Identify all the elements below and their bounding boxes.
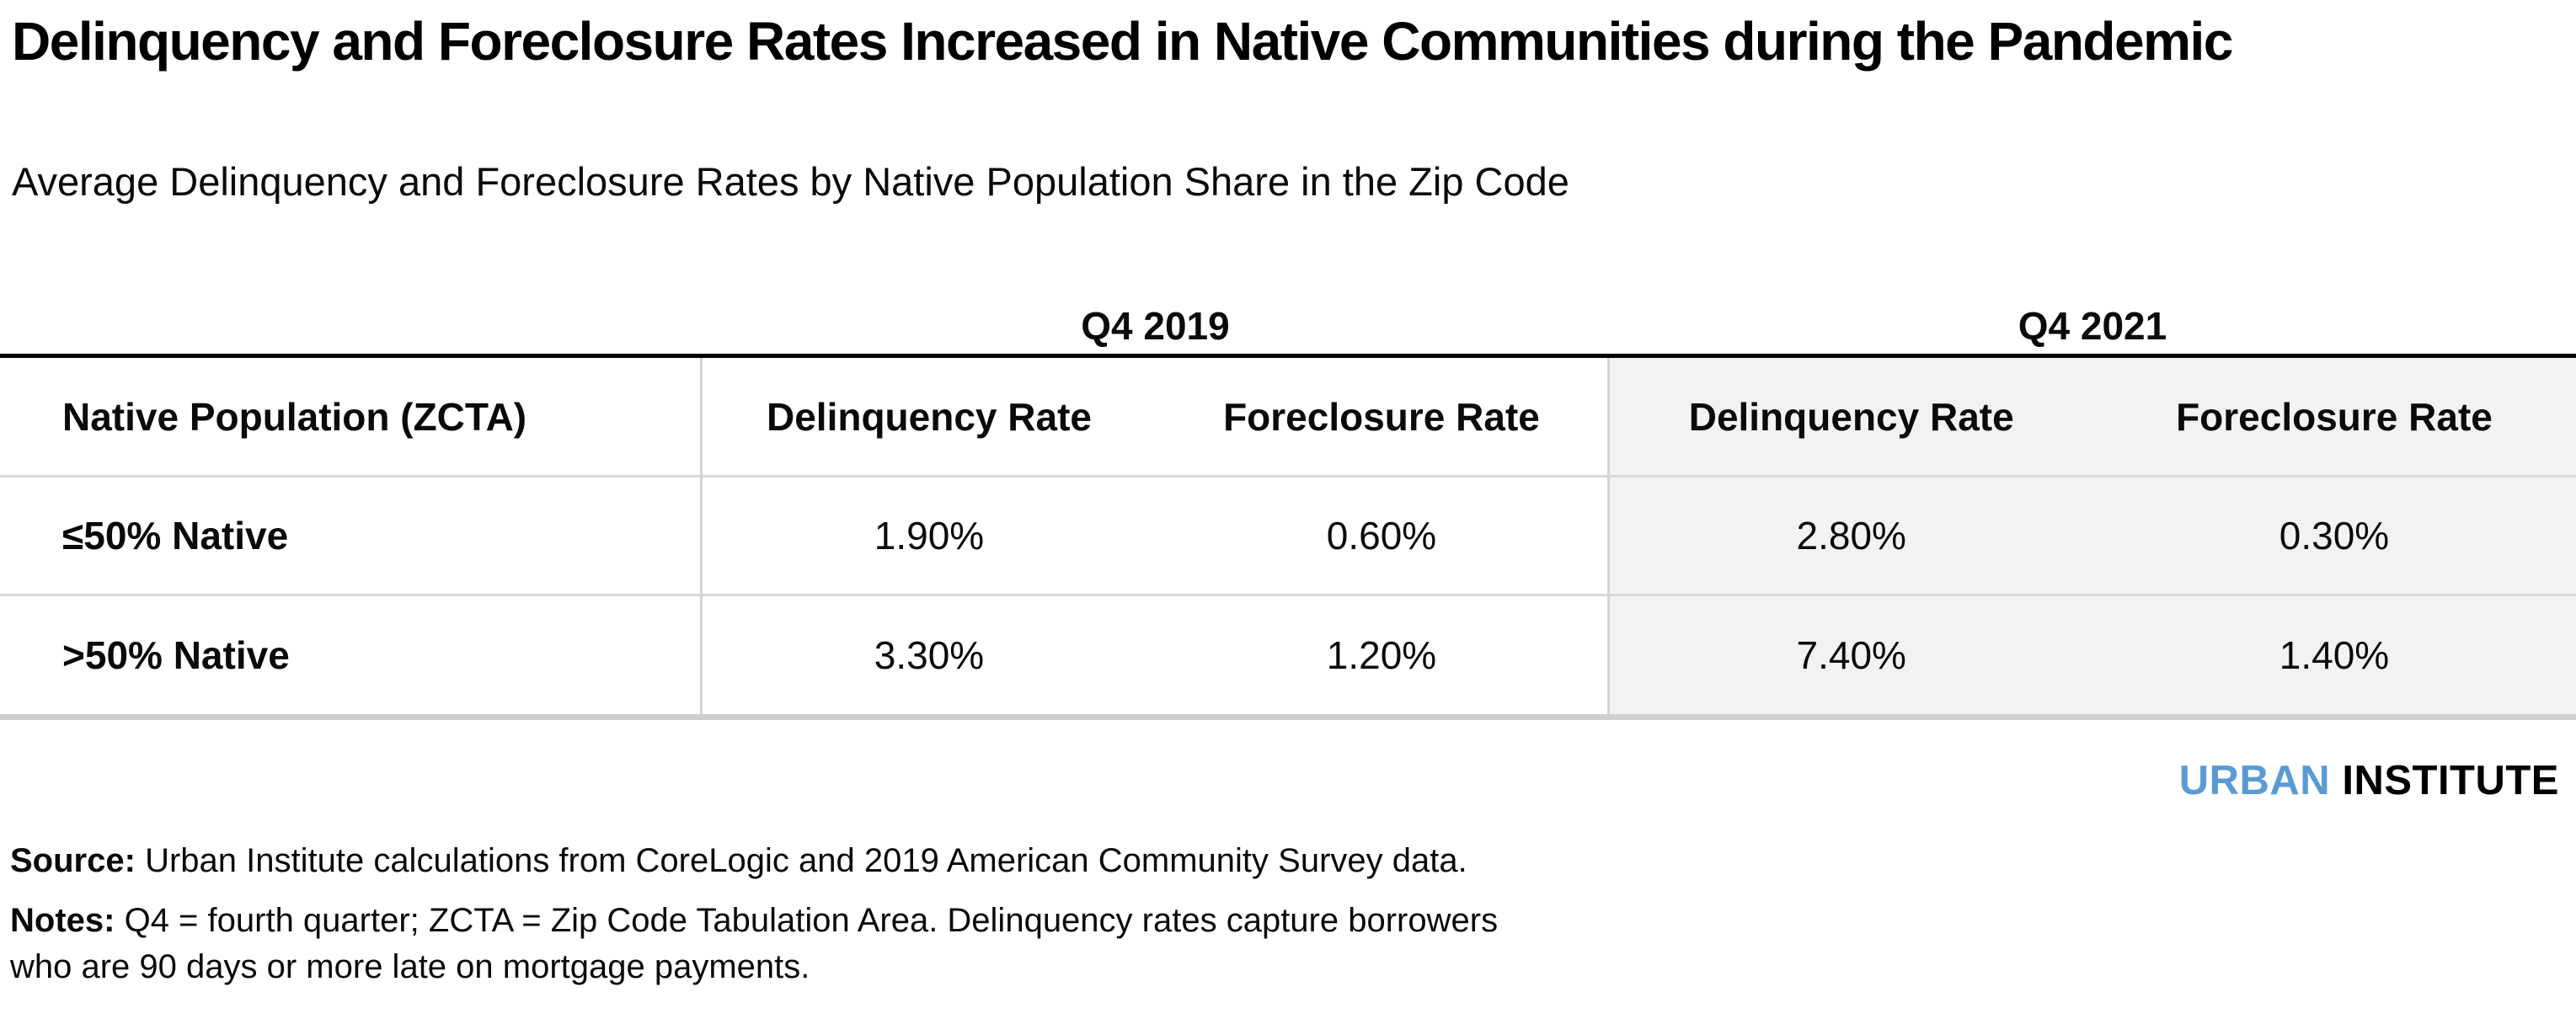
rates-table-container: Native Population (ZCTA) Delinquency Rat… xyxy=(0,353,2576,720)
value-cell: 0.30% xyxy=(2092,475,2576,595)
row-label: >50% Native xyxy=(0,594,702,714)
table-header-row: Native Population (ZCTA) Delinquency Rat… xyxy=(0,357,2576,477)
source-text: Urban Institute calculations from CoreLo… xyxy=(145,841,1467,879)
value-cell: 7.40% xyxy=(1607,594,2092,714)
value-cell: 1.40% xyxy=(2092,594,2576,714)
group-header-q4-2019: Q4 2019 xyxy=(1081,303,1230,348)
urban-institute-logo: URBAN INSTITUTE xyxy=(0,757,2576,804)
col-header-delinquency-2021: Delinquency Rate xyxy=(1607,357,2092,477)
notes-text-line1: Q4 = fourth quarter; ZCTA = Zip Code Tab… xyxy=(124,902,1499,940)
value-cell: 1.90% xyxy=(700,475,1156,595)
col-header-delinquency-2019: Delinquency Rate xyxy=(700,357,1156,477)
group-header-q4-2021: Q4 2021 xyxy=(2018,303,2167,348)
figure-page: Delinquency and Foreclosure Rates Increa… xyxy=(0,10,2576,1035)
logo-institute-wordmark: INSTITUTE xyxy=(2342,757,2559,803)
logo-urban-wordmark: URBAN xyxy=(2178,757,2331,803)
col-header-foreclosure-2019: Foreclosure Rate xyxy=(1223,394,1540,439)
page-title: Delinquency and Foreclosure Rates Increa… xyxy=(12,11,2233,72)
table-row-le50-native: ≤50% Native 1.90% 0.60% 2.80% 0.30% xyxy=(0,475,2576,595)
column-group-header-row: Q4 2019 Q4 2021 xyxy=(0,278,2576,354)
source-note: Source: Urban Institute calculations fro… xyxy=(10,838,2576,884)
page-subtitle: Average Delinquency and Foreclosure Rate… xyxy=(12,158,1569,204)
group-header-spacer xyxy=(0,349,702,354)
col-header-foreclosure-2021: Foreclosure Rate xyxy=(2092,357,2576,477)
value-cell: 2.80% xyxy=(1607,475,2092,595)
source-label: Source: xyxy=(10,841,136,879)
value-cell: 3.30% xyxy=(700,594,1156,714)
notes-label: Notes: xyxy=(10,902,115,940)
notes-text-line2: who are 90 days or more late on mortgage… xyxy=(10,948,810,986)
rates-table: Native Population (ZCTA) Delinquency Rat… xyxy=(0,357,2576,714)
table-row-gt50-native: >50% Native 3.30% 1.20% 7.40% 1.40% xyxy=(0,594,2576,714)
notes-note: Notes: Q4 = fourth quarter; ZCTA = Zip C… xyxy=(10,898,2576,990)
value-cell: 1.20% xyxy=(1155,594,1609,714)
col-header-native-population: Native Population (ZCTA) xyxy=(62,394,527,439)
value-cell: 0.60% xyxy=(1155,475,1609,595)
row-label: ≤50% Native xyxy=(0,475,702,595)
